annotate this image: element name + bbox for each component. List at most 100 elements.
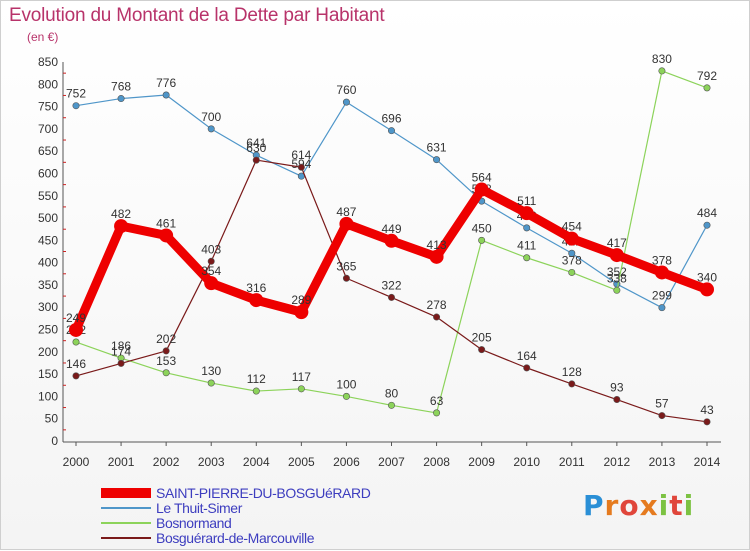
y-tick-label: 600 bbox=[38, 166, 58, 180]
logo-letter: r bbox=[604, 489, 620, 522]
y-tick-label: 450 bbox=[38, 233, 58, 247]
data-label: 43 bbox=[700, 403, 714, 417]
logo-letter: i bbox=[658, 489, 670, 522]
data-label: 461 bbox=[156, 216, 176, 230]
data-label: 768 bbox=[111, 80, 131, 94]
x-tick-label: 2001 bbox=[108, 455, 135, 469]
data-label: 63 bbox=[430, 394, 444, 408]
data-point bbox=[72, 102, 80, 110]
y-tick-label: 250 bbox=[38, 323, 58, 337]
data-label: 299 bbox=[652, 289, 672, 303]
data-point bbox=[474, 182, 489, 197]
data-point bbox=[658, 67, 666, 75]
data-point bbox=[387, 127, 395, 135]
data-label: 752 bbox=[66, 87, 86, 101]
data-point bbox=[342, 392, 350, 400]
data-point bbox=[72, 338, 80, 346]
data-label: 316 bbox=[246, 281, 266, 295]
data-label: 487 bbox=[336, 205, 356, 219]
data-point bbox=[162, 91, 170, 99]
data-point bbox=[523, 224, 531, 232]
data-point bbox=[568, 249, 576, 257]
legend-label: Bosguérard-de-Marcouville bbox=[156, 530, 315, 546]
data-label: 117 bbox=[292, 370, 311, 384]
data-point bbox=[478, 236, 486, 244]
data-point bbox=[658, 304, 666, 312]
data-point bbox=[658, 412, 666, 420]
data-point bbox=[387, 401, 395, 409]
data-point bbox=[429, 249, 444, 264]
data-point bbox=[162, 369, 170, 377]
data-point bbox=[703, 418, 711, 426]
data-label: 631 bbox=[427, 141, 447, 155]
data-label: 186 bbox=[111, 339, 131, 353]
data-label: 93 bbox=[610, 381, 624, 395]
x-tick-label: 2008 bbox=[423, 455, 450, 469]
data-label: 411 bbox=[517, 239, 536, 253]
data-point bbox=[613, 396, 621, 404]
data-label: 164 bbox=[517, 349, 537, 363]
data-label: 153 bbox=[156, 354, 176, 368]
data-point bbox=[69, 322, 83, 337]
data-point bbox=[159, 228, 174, 243]
y-tick-label: 50 bbox=[45, 412, 59, 426]
y-tick-label: 850 bbox=[38, 55, 58, 69]
y-tick-label: 350 bbox=[38, 278, 58, 292]
x-tick-label: 2006 bbox=[333, 455, 360, 469]
data-label: 57 bbox=[655, 397, 669, 411]
data-label: 482 bbox=[111, 207, 131, 221]
data-point bbox=[162, 347, 170, 355]
y-tick-label: 750 bbox=[38, 100, 58, 114]
data-point bbox=[609, 248, 624, 263]
chart-title: Evolution du Montant de la Dette par Hab… bbox=[9, 5, 385, 26]
data-label: 365 bbox=[336, 259, 356, 273]
data-label: 146 bbox=[66, 357, 86, 371]
data-point bbox=[568, 268, 576, 276]
data-point bbox=[523, 364, 531, 372]
data-label: 174 bbox=[111, 344, 131, 358]
data-label: 630 bbox=[246, 141, 266, 155]
data-point bbox=[433, 156, 441, 164]
logo-letter: x bbox=[639, 489, 659, 522]
data-point bbox=[297, 163, 305, 171]
data-point bbox=[207, 257, 215, 265]
x-tick-label: 2012 bbox=[604, 455, 631, 469]
x-tick-label: 2002 bbox=[153, 455, 180, 469]
data-point bbox=[72, 372, 80, 380]
data-label: 128 bbox=[562, 365, 582, 379]
data-point bbox=[433, 313, 441, 321]
x-tick-label: 2009 bbox=[468, 455, 495, 469]
data-label: 378 bbox=[562, 253, 582, 267]
data-point bbox=[433, 409, 441, 417]
data-point bbox=[207, 379, 215, 387]
y-tick-label: 150 bbox=[38, 367, 58, 381]
data-point bbox=[703, 84, 711, 92]
data-point bbox=[249, 293, 264, 308]
data-point bbox=[342, 98, 350, 106]
x-tick-label: 2005 bbox=[288, 455, 315, 469]
y-tick-label: 550 bbox=[38, 189, 58, 203]
logo-letter: P bbox=[583, 489, 605, 522]
data-label: 322 bbox=[381, 278, 401, 292]
data-label: 700 bbox=[201, 110, 221, 124]
data-point bbox=[117, 359, 125, 367]
data-label: 417 bbox=[607, 236, 627, 250]
data-label: 484 bbox=[697, 206, 717, 220]
data-label: 564 bbox=[472, 171, 492, 185]
data-label: 205 bbox=[472, 331, 492, 345]
data-point bbox=[478, 346, 486, 354]
x-tick-label: 2003 bbox=[198, 455, 225, 469]
y-tick-label: 700 bbox=[38, 122, 58, 136]
x-tick-label: 2010 bbox=[513, 455, 540, 469]
chart-subtitle: (en €) bbox=[27, 30, 59, 44]
data-label: 340 bbox=[697, 270, 717, 284]
legend-label: Bosnormand bbox=[156, 515, 232, 531]
legend-swatch bbox=[101, 537, 151, 539]
data-point bbox=[252, 387, 260, 395]
data-point bbox=[703, 221, 711, 229]
legend-swatch bbox=[101, 507, 151, 509]
data-point bbox=[568, 380, 576, 388]
data-label: 760 bbox=[336, 83, 356, 97]
